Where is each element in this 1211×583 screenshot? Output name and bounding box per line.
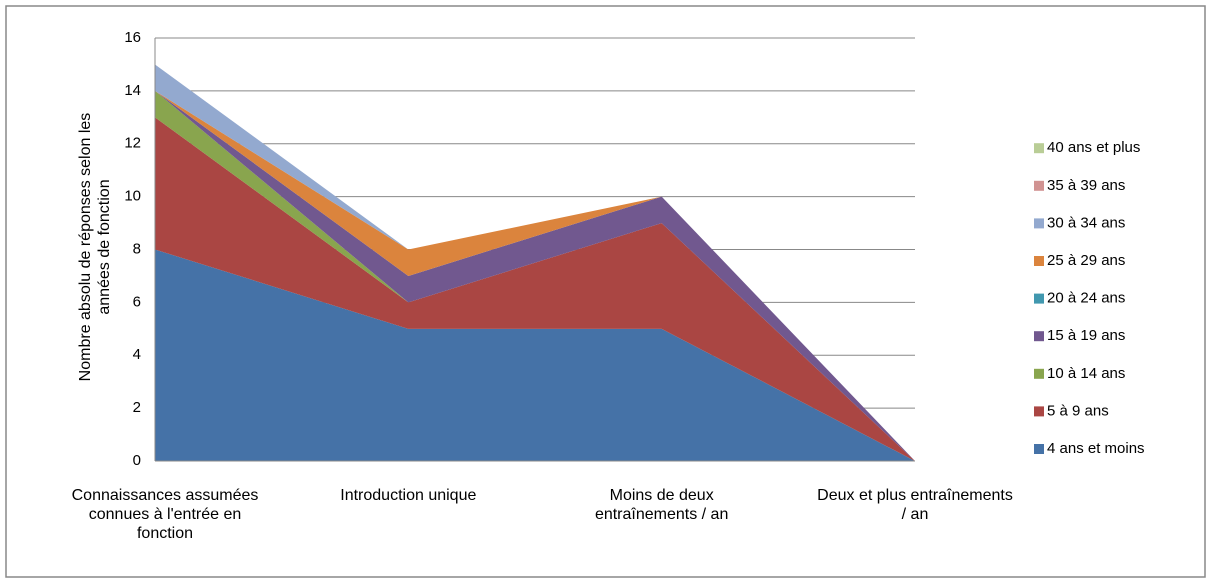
x-tick-label: Connaissances assumées connues à l'entré… [71,487,259,542]
legend-label: 10 à 14 ans [1047,365,1125,382]
x-tick-label: Deux et plus entraînements / an [817,487,1013,523]
y-tick-label: 0 [133,452,141,469]
area [155,249,915,461]
y-tick-label: 2 [133,399,141,416]
y-axis-label: Nombre absolu de réponses selon les anné… [77,112,113,382]
legend-label: 20 à 24 ans [1047,290,1125,307]
legend-label: 15 à 19 ans [1047,327,1125,344]
legend-swatch [1034,293,1044,304]
legend-label: 30 à 34 ans [1047,214,1125,231]
legend-swatch [1034,143,1044,154]
x-tick-label: Introduction unique [340,487,477,504]
y-tick-label: 10 [124,188,141,205]
legend-label: 35 à 39 ans [1047,177,1125,194]
y-tick-label: 12 [124,135,141,152]
y-tick-label: 8 [133,240,141,257]
legend-swatch [1034,368,1044,379]
legend-label: 40 ans et plus [1047,139,1140,156]
legend-swatch [1034,180,1044,191]
legend-swatch [1034,406,1044,417]
legend-swatch [1034,444,1044,454]
legend-label: 5 à 9 ans [1047,402,1109,419]
area [155,117,915,461]
y-tick-label: 16 [124,29,141,46]
legend-swatch [1034,218,1044,229]
y-tick-label: 14 [124,82,141,99]
y-tick-label: 6 [133,293,141,310]
legend-swatch [1034,256,1044,266]
y-tick-label: 4 [133,346,141,363]
x-tick-label: Moins de deux entraînements / an [594,487,729,523]
legend-label: 4 ans et moins [1047,440,1145,457]
legend-swatch [1034,331,1044,342]
legend-label: 25 à 29 ans [1047,252,1125,269]
